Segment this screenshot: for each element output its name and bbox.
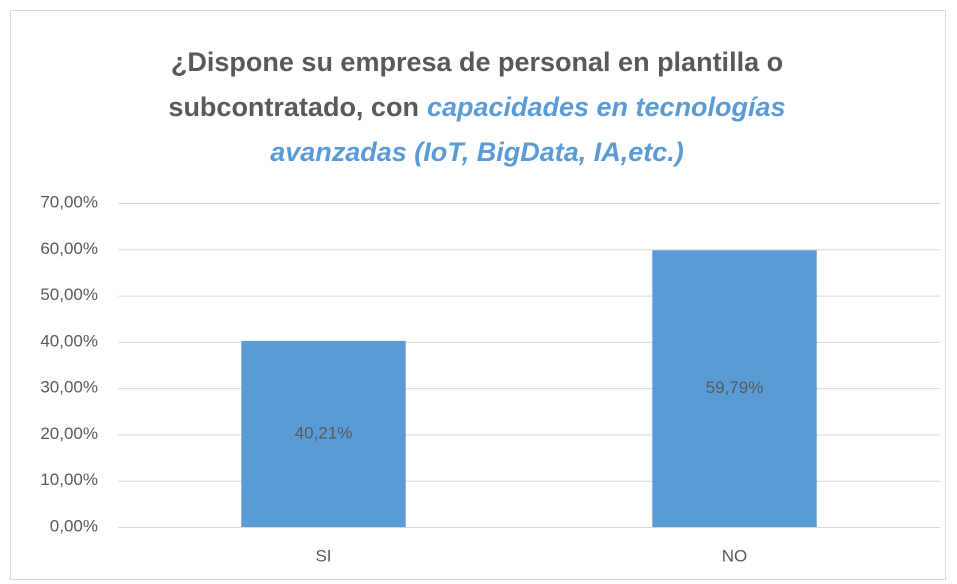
y-tick-label: 50,00% bbox=[40, 285, 98, 304]
y-tick-label: 40,00% bbox=[40, 331, 98, 350]
bar bbox=[241, 340, 406, 527]
y-tick-label: 10,00% bbox=[40, 470, 98, 489]
y-tick-label: 0,00% bbox=[50, 516, 98, 535]
y-tick-label: 70,00% bbox=[40, 192, 98, 211]
chart-title-part: subcontratado, con bbox=[168, 92, 419, 122]
bar bbox=[652, 250, 817, 527]
x-tick-label: SI bbox=[315, 546, 331, 565]
chart-title-line: ¿Dispone su empresa de personal en plant… bbox=[171, 47, 783, 77]
data-label: 40,21% bbox=[295, 423, 353, 442]
y-tick-label: 20,00% bbox=[40, 424, 98, 443]
chart-title-line: subcontratado, con capacidades en tecnolo… bbox=[168, 92, 785, 122]
data-label: 59,79% bbox=[706, 378, 764, 397]
y-tick-label: 60,00% bbox=[40, 239, 98, 258]
chart-title-highlight: capacidades en tecnologías bbox=[427, 92, 786, 122]
chart-title-highlight: avanzadas (IoT, BigData, IA,etc.) bbox=[270, 137, 684, 167]
y-tick-label: 30,00% bbox=[40, 378, 98, 397]
x-tick-label: NO bbox=[722, 546, 748, 565]
